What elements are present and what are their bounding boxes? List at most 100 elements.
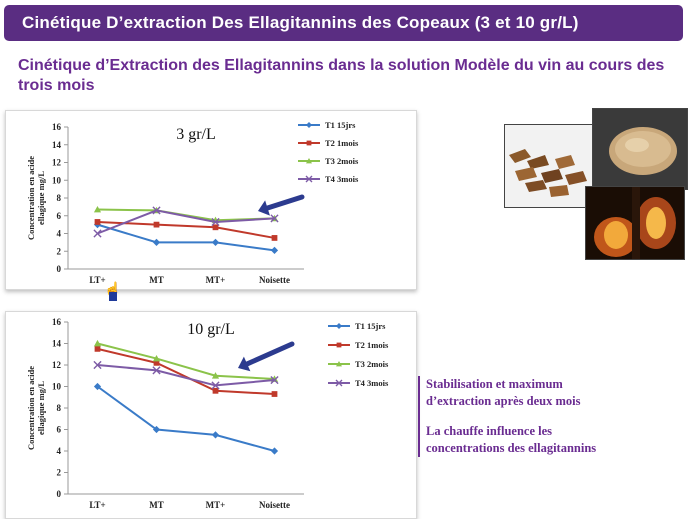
chart-title: 3 gr/L — [176, 126, 216, 143]
y-tick-label: 4 — [57, 446, 62, 456]
x-tick-label: MT+ — [206, 275, 226, 285]
series-line — [97, 347, 275, 396]
y-axis-label: Concentration en acideellagique mg/L — [26, 156, 46, 240]
chart-title: 10 gr/L — [187, 321, 235, 338]
data-point — [305, 175, 313, 183]
x-tick-label: MT — [149, 500, 164, 510]
series-line — [97, 209, 275, 235]
data-point — [212, 387, 219, 394]
x-tick-label: MT — [149, 275, 164, 285]
y-tick-label: 2 — [57, 468, 62, 478]
hand-cursor-icon: ☝ — [104, 283, 122, 298]
data-point — [152, 425, 161, 434]
slide-subtitle: Cinétique d’Extraction des Ellagitannins… — [18, 57, 665, 94]
data-point — [152, 206, 161, 215]
data-point — [335, 379, 343, 387]
data-point — [211, 381, 220, 390]
data-point — [152, 354, 161, 362]
chart-panel-10gl: 0 2 4 6 8 10 12 14 16 LT+ MT MT+ Noisette Concentrati… — [5, 311, 417, 519]
y-tick-label: 16 — [52, 122, 62, 132]
y-tick-label: 0 — [57, 489, 62, 499]
x-tick-label: Noisette — [259, 500, 290, 510]
chart-3gl: 0 2 4 6 8 10 12 14 16 LT+ MT MT+ Noisette Concentrati… — [26, 120, 359, 285]
legend-label: T1 15jrs — [355, 321, 386, 331]
y-tick-label: 6 — [57, 425, 62, 435]
slide-title-bar: Cinétique D’extraction Des Ellagitannins… — [4, 5, 683, 41]
slide-title: Cinétique D’extraction Des Ellagitannins… — [22, 13, 579, 32]
arrow-head-icon — [238, 356, 251, 372]
data-point — [336, 361, 342, 367]
y-tick-label: 10 — [52, 175, 62, 185]
legend-label: T3 2mois — [355, 359, 389, 369]
legend-label: T2 1mois — [325, 138, 359, 148]
x-tick-label: MT+ — [206, 500, 226, 510]
y-axis-label: Concentration en acideellagique mg/L — [26, 366, 46, 450]
y-tick-label: 6 — [57, 211, 62, 221]
arrow-head-icon — [258, 200, 270, 216]
conclusion-notes: Stabilisation et maximum d’extraction ap… — [418, 376, 656, 457]
data-point — [93, 360, 102, 370]
cursor-marker — [109, 292, 117, 301]
y-tick-label: 10 — [52, 382, 62, 392]
series-line — [96, 385, 275, 452]
data-point — [270, 375, 279, 385]
y-tick-label: 8 — [57, 193, 62, 203]
data-point — [153, 359, 160, 366]
data-point — [211, 238, 220, 246]
chart-panel-3gl: 0 2 4 6 8 10 12 14 16 LT+ MT MT+ Noisette Concentrati… — [5, 110, 417, 290]
data-point — [306, 140, 312, 146]
data-point — [211, 431, 220, 439]
data-point — [336, 342, 342, 348]
data-point — [93, 382, 102, 391]
x-tick-label: LT+ — [89, 275, 105, 285]
y-tick-label: 14 — [52, 339, 62, 349]
data-point — [271, 235, 278, 241]
oak-chips-photo — [504, 124, 602, 208]
series-line — [97, 220, 275, 239]
legend-label: T1 15jrs — [325, 120, 356, 130]
data-point — [93, 205, 102, 213]
series-line — [97, 208, 275, 222]
oak-powder-illustration — [593, 109, 687, 189]
data-point — [212, 224, 219, 231]
note-line-1b: d’extraction après deux mois — [426, 394, 581, 408]
series-line — [97, 223, 275, 252]
annotation-arrow — [244, 341, 295, 367]
oak-powder-photo — [592, 108, 688, 190]
fire-illustration — [586, 187, 684, 259]
y-tick-label: 16 — [52, 317, 62, 327]
data-point — [94, 345, 101, 352]
data-point — [93, 229, 102, 238]
legend-label: T2 1mois — [355, 340, 389, 350]
data-point — [93, 339, 102, 347]
annotation-arrow — [265, 194, 305, 211]
data-point — [271, 391, 278, 397]
data-point — [211, 217, 220, 227]
data-point — [306, 122, 312, 128]
data-point — [152, 238, 161, 246]
data-point — [94, 219, 101, 225]
data-point — [270, 246, 279, 254]
legend-label: T3 2mois — [325, 156, 359, 166]
data-point — [153, 221, 160, 228]
y-tick-label: 2 — [57, 246, 62, 256]
chart-10gl: 0 2 4 6 8 10 12 14 16 LT+ MT MT+ Noisette Concentrati… — [26, 317, 389, 510]
data-point — [306, 158, 312, 164]
y-tick-label: 4 — [57, 229, 62, 239]
y-tick-label: 14 — [52, 140, 62, 150]
data-point — [152, 366, 161, 375]
data-point — [336, 323, 342, 329]
note-line-2b: concentrations des ellagitannins — [426, 441, 597, 455]
y-tick-label: 8 — [57, 403, 62, 413]
legend-label: T4 3mois — [355, 378, 389, 388]
series-line — [97, 342, 275, 380]
y-tick-label: 0 — [57, 264, 62, 274]
toasting-fire-photo — [585, 186, 685, 260]
data-point — [270, 214, 279, 223]
series-line — [97, 364, 275, 387]
data-point — [270, 447, 279, 455]
x-tick-label: LT+ — [89, 500, 105, 510]
y-tick-label: 12 — [52, 360, 62, 370]
note-line-2a: La chauffe influence les — [426, 424, 553, 438]
data-point — [211, 372, 220, 379]
